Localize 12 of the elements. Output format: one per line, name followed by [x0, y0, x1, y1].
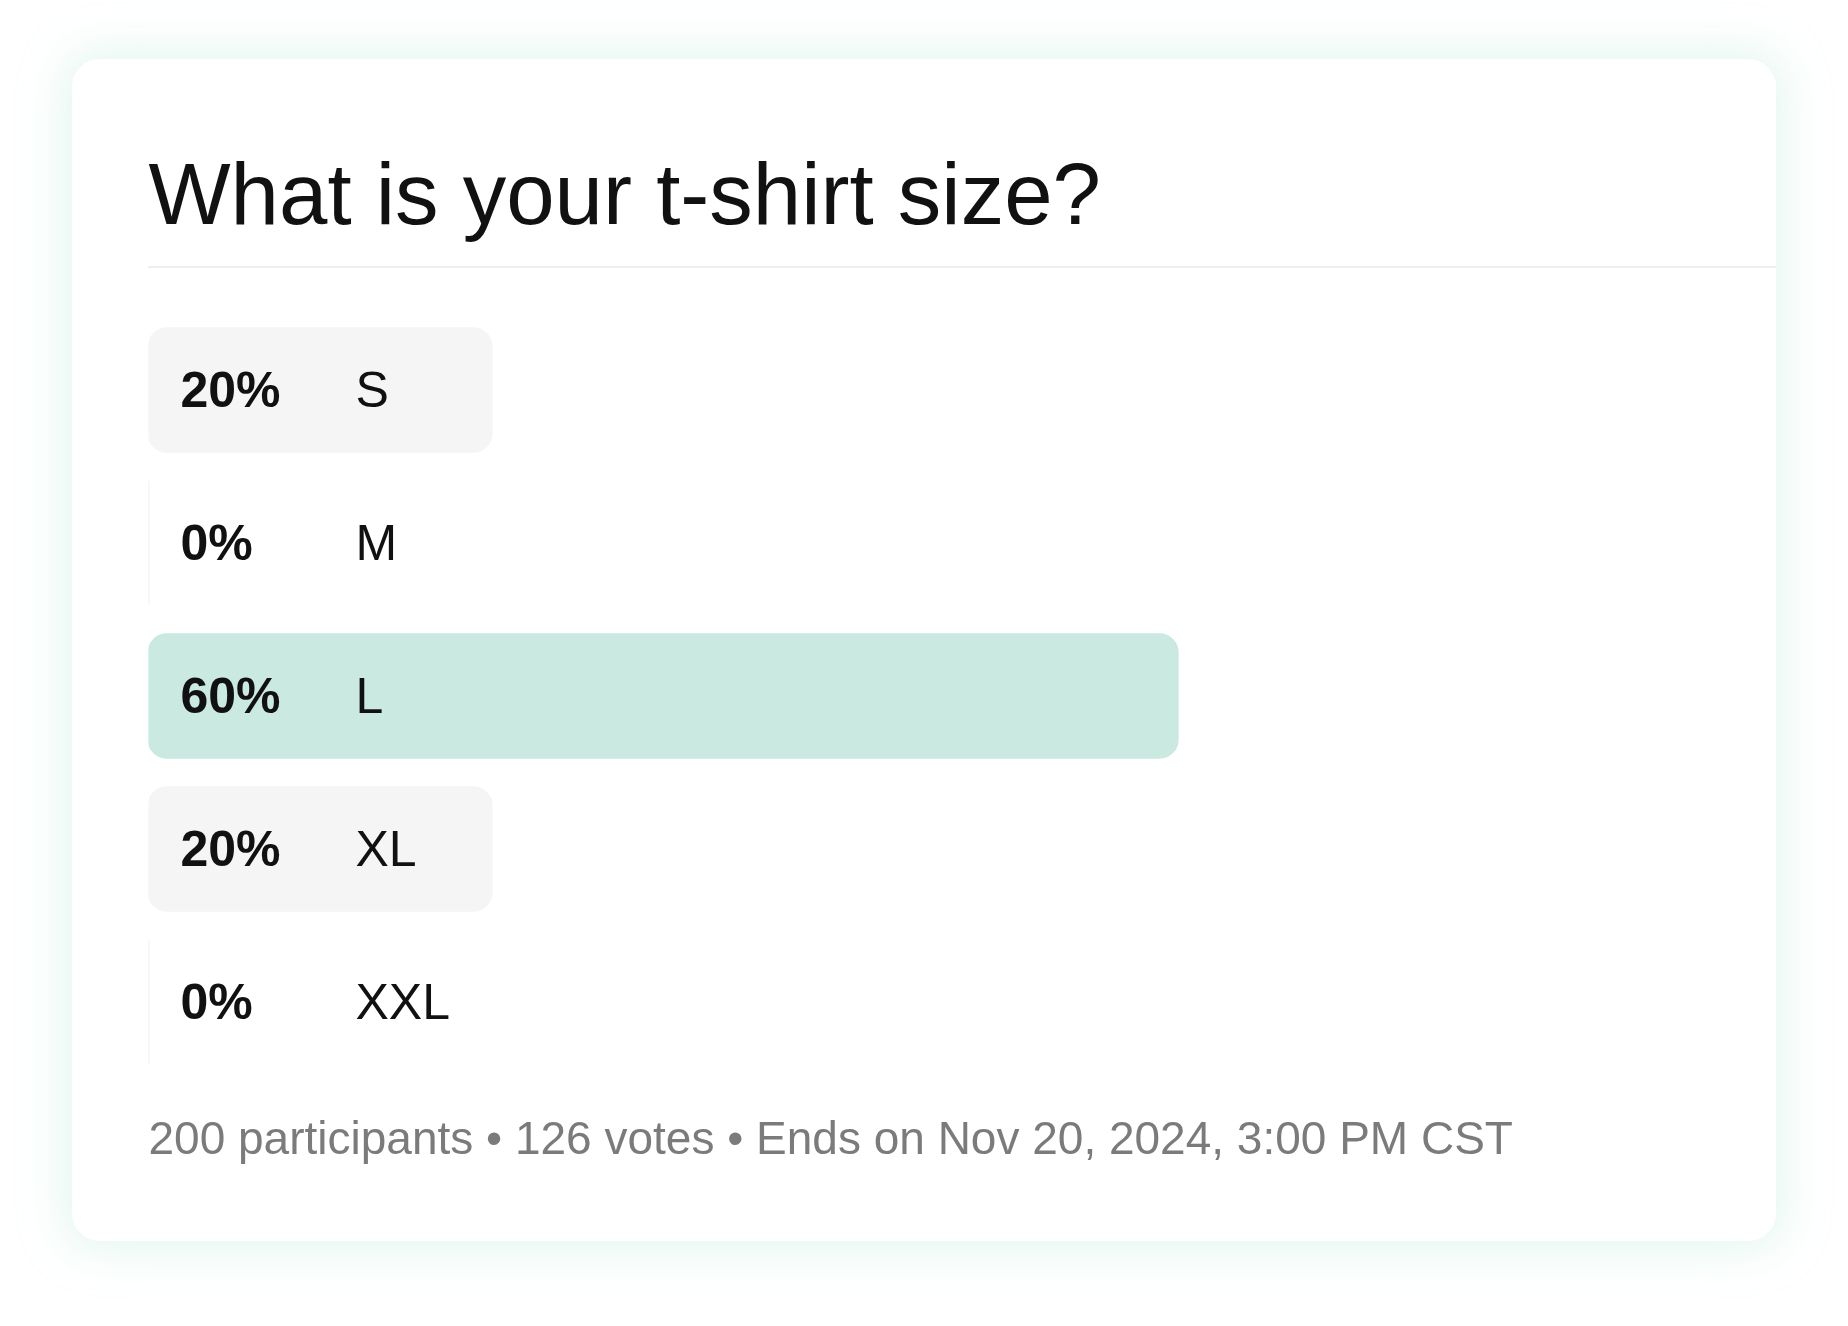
data-label: 20%	[180, 362, 281, 418]
y-tick-label: XL	[355, 821, 417, 877]
y-tick-label: S	[355, 362, 389, 418]
data-label: 0%	[180, 515, 253, 571]
data-label: 0%	[180, 974, 253, 1030]
y-tick-label: XXL	[355, 974, 451, 1030]
data-label: 20%	[180, 821, 281, 877]
y-tick-label: M	[355, 515, 398, 571]
y-tick-label: L	[355, 668, 384, 724]
text: 200 participants • 126 votes • Ends on Nov 20, 2024, 3:00 PM CST	[148, 1111, 1513, 1164]
chart-title: What is your t-shirt size?	[148, 145, 1101, 242]
data-label: 60%	[180, 668, 281, 724]
